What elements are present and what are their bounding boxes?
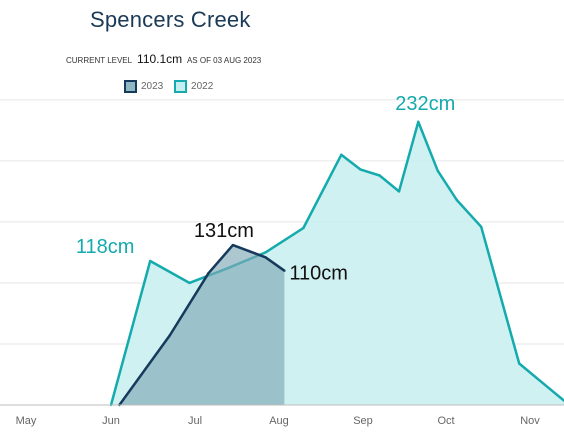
data-label-131cm: 131cm [194,220,254,242]
legend-item-2022[interactable]: 2022 [174,80,213,93]
series-2022-point-1 [149,259,152,263]
legend-swatch-2022 [174,80,188,93]
legend-label-2022: 2022 [191,81,214,92]
series-2023-point-3 [231,243,235,247]
series-2022-point-11 [436,169,439,172]
current-level-line: CURRENT LEVEL 110.1cm AS OF 03 AUG 2023 [66,52,261,66]
series-2022-point-14 [518,362,521,365]
current-level-value: 110.1cm [137,52,183,66]
series-2022-point-7 [359,168,362,171]
series-2022-point-10 [417,120,420,124]
series-2022-point-2 [188,281,191,285]
series-2023-point-2 [207,272,210,275]
series-2022-point-6 [340,153,343,156]
x-tick-label-nov: Nov [520,415,540,427]
series-2022-point-5 [302,226,305,230]
x-tick-label-aug: Aug [269,415,289,427]
x-tick-label-sep: Sep [353,415,373,427]
series-2023-point-5 [283,269,286,272]
as-of-label: AS OF 03 AUG 2023 [186,56,262,65]
series-2023-point-4 [264,256,267,259]
data-label-118cm: 118cm [76,236,135,258]
chart-title: Spencers Creek [90,7,251,32]
current-level-label: CURRENT LEVEL [66,56,132,65]
legend-swatch-2023 [124,80,137,93]
series-2023-line [118,243,286,406]
data-label-110cm: 110cm [289,263,348,285]
series-2023-area [119,245,285,405]
legend-item-2023[interactable]: 2023 [124,80,163,93]
series-2022-point-4 [264,251,267,254]
x-tick-label-jul: Jul [188,415,202,427]
series-2022-point-13 [480,225,483,228]
series-2023-point-1 [168,334,171,337]
x-tick-label-jun: Jun [102,415,120,427]
legend-label-2023: 2023 [141,81,164,92]
x-tick-label-oct: Oct [437,415,454,427]
series-2022-point-12 [455,198,458,202]
series-2022-point-9 [397,190,401,193]
series-2022-point-8 [378,174,381,177]
legend: 2023 2022 [124,80,221,96]
data-label-232cm: 232cm [395,93,455,115]
x-tick-label-may: May [16,415,37,427]
